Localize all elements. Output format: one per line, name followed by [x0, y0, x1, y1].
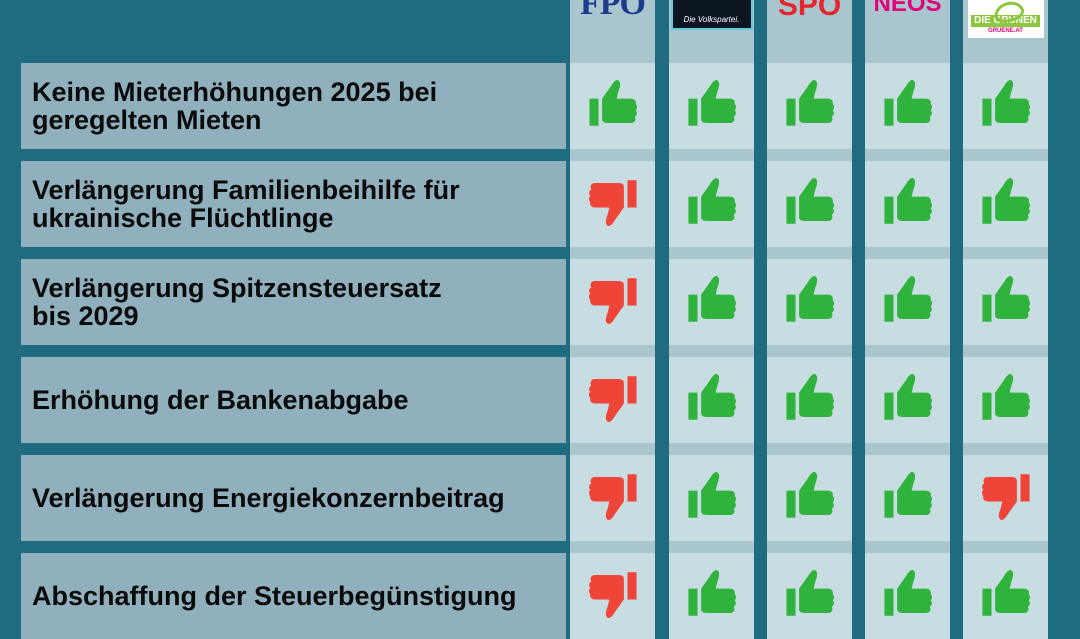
row-label-cell: Abschaffung der Steuerbegünstigung	[21, 553, 566, 639]
vote-cell-gruene	[963, 357, 1048, 443]
thumbs-up-icon	[683, 173, 741, 236]
vote-cell-neos	[865, 553, 950, 639]
vote-cell-spo	[767, 357, 852, 443]
thumbs-down-icon	[584, 467, 642, 530]
thumbs-up-icon	[781, 173, 839, 236]
thumbs-up-icon	[879, 467, 937, 530]
table-row: Verlängerung Spitzensteuersatz bis 2029	[21, 259, 1057, 345]
vote-cell-fpo	[570, 357, 655, 443]
vote-cell-neos	[865, 357, 950, 443]
vote-cell-ovp	[669, 357, 754, 443]
vote-cell-neos	[865, 63, 950, 149]
thumbs-up-icon	[977, 271, 1035, 334]
vote-cell-gruene	[963, 553, 1048, 639]
thumbs-up-icon	[977, 565, 1035, 628]
thumbs-up-icon	[977, 369, 1035, 432]
thumbs-up-icon	[584, 75, 642, 138]
thumbs-up-icon	[879, 173, 937, 236]
row-label: Verlängerung Energiekonzernbeitrag	[32, 483, 505, 513]
vote-cell-ovp	[669, 455, 754, 541]
neos-logo: NEOS	[873, 0, 942, 17]
thumbs-down-icon	[584, 369, 642, 432]
thumbs-up-icon	[683, 271, 741, 334]
vote-cell-gruene	[963, 455, 1048, 541]
vote-cell-fpo	[570, 259, 655, 345]
table-row: Abschaffung der Steuerbegünstigung	[21, 553, 1057, 639]
vote-table: FPÖ Die Volkspartei. SPÖ NEOS DIE GRÜNEN…	[21, 0, 1057, 639]
vote-cell-spo	[767, 455, 852, 541]
vote-cell-ovp	[669, 63, 754, 149]
vote-cell-fpo	[570, 553, 655, 639]
vote-cell-ovp	[669, 259, 754, 345]
table-row: Erhöhung der Bankenabgabe	[21, 357, 1057, 443]
vote-cell-gruene	[963, 259, 1048, 345]
vote-cell-neos	[865, 259, 950, 345]
vote-cell-ovp	[669, 161, 754, 247]
vote-cell-spo	[767, 259, 852, 345]
thumbs-down-icon	[584, 173, 642, 236]
vote-cell-fpo	[570, 161, 655, 247]
thumbs-down-icon	[584, 565, 642, 628]
row-label-cell: Verlängerung Spitzensteuersatz bis 2029	[21, 259, 566, 345]
row-label: Keine Mieterhöhungen 2025 bei geregelten…	[32, 77, 438, 135]
thumbs-up-icon	[683, 467, 741, 530]
vote-cell-ovp	[669, 553, 754, 639]
vote-cell-fpo	[570, 63, 655, 149]
thumbs-up-icon	[977, 75, 1035, 138]
vote-cell-spo	[767, 161, 852, 247]
thumbs-up-icon	[781, 271, 839, 334]
thumbs-down-icon	[977, 467, 1035, 530]
thumbs-up-icon	[781, 467, 839, 530]
ovp-logo: Die Volkspartei.	[669, 0, 754, 52]
spo-logo: SPÖ	[777, 0, 842, 22]
vote-cell-neos	[865, 161, 950, 247]
thumbs-up-icon	[683, 565, 741, 628]
row-label: Erhöhung der Bankenabgabe	[32, 385, 409, 415]
thumbs-up-icon	[879, 75, 937, 138]
thumbs-up-icon	[781, 75, 839, 138]
thumbs-up-icon	[781, 565, 839, 628]
vote-cell-neos	[865, 455, 950, 541]
thumbs-up-icon	[977, 173, 1035, 236]
vote-cell-gruene	[963, 161, 1048, 247]
thumbs-up-icon	[879, 369, 937, 432]
row-label-cell: Erhöhung der Bankenabgabe	[21, 357, 566, 443]
gruene-logo: DIE GRÜNEN GRUENE.AT	[963, 0, 1048, 52]
row-label: Verlängerung Familienbeihilfe für ukrain…	[32, 175, 460, 233]
table-row: Verlängerung Energiekonzernbeitrag	[21, 455, 1057, 541]
vote-cell-gruene	[963, 63, 1048, 149]
thumbs-up-icon	[683, 369, 741, 432]
vote-cell-spo	[767, 553, 852, 639]
row-label-cell: Keine Mieterhöhungen 2025 bei geregelten…	[21, 63, 566, 149]
vote-cell-spo	[767, 63, 852, 149]
thumbs-up-icon	[683, 75, 741, 138]
vote-cell-fpo	[570, 455, 655, 541]
thumbs-down-icon	[584, 271, 642, 334]
thumbs-up-icon	[879, 565, 937, 628]
thumbs-up-icon	[879, 271, 937, 334]
row-label-cell: Verlängerung Energiekonzernbeitrag	[21, 455, 566, 541]
fpo-logo: FPÖ	[580, 0, 646, 22]
row-label: Verlängerung Spitzensteuersatz bis 2029	[32, 273, 442, 331]
thumbs-up-icon	[781, 369, 839, 432]
row-label: Abschaffung der Steuerbegünstigung	[32, 581, 517, 611]
table-row: Verlängerung Familienbeihilfe für ukrain…	[21, 161, 1057, 247]
table-row: Keine Mieterhöhungen 2025 bei geregelten…	[21, 63, 1057, 149]
row-label-cell: Verlängerung Familienbeihilfe für ukrain…	[21, 161, 566, 247]
